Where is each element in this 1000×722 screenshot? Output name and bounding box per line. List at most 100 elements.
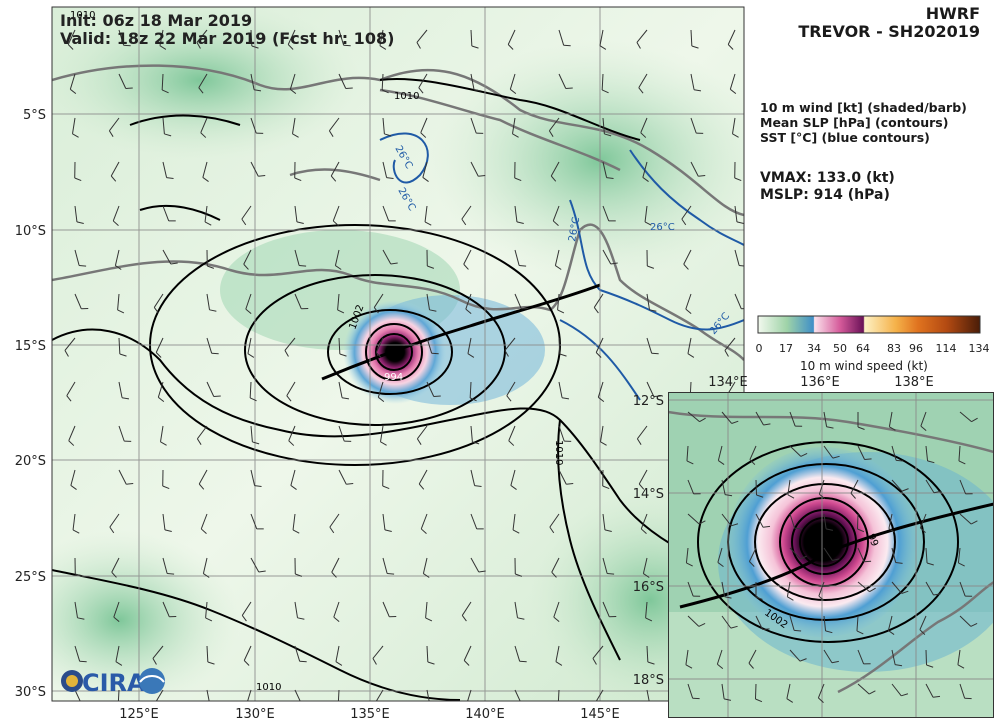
wind-barb [379,45,387,50]
wind-barb [249,397,257,402]
wind-barb [207,661,215,665]
wind-barb [286,381,296,396]
wind-barb [294,689,301,701]
wind-barb [789,649,801,662]
wind-barb [109,513,120,528]
wind-barb [857,426,865,430]
wind-barb [420,528,427,534]
wind-barb [64,337,76,351]
wind-barb [818,581,825,597]
wind-barb [864,458,872,460]
wind-barb [470,469,476,486]
wind-barb [109,526,115,534]
wind-barb [787,479,791,495]
wind-barb [732,133,739,138]
wind-barb [690,73,695,90]
wind-barb [335,265,342,270]
wind-barb [925,547,928,563]
wind-barb [971,417,978,423]
wind-barb [160,441,167,446]
coastlines [52,64,744,361]
wind-barb [558,706,564,709]
wind-barb [284,337,296,351]
wind-barb [857,528,865,533]
wind-barb [115,265,122,270]
wind-barb [200,513,208,530]
storm-name: TREVOR - SH202019 [798,22,980,41]
wind-barb [646,381,655,397]
wind-barb [683,249,692,265]
wind-barb [200,528,207,534]
wind-barb [72,513,76,530]
wind-barb [690,117,697,134]
legend-sst: SST [°C] (blue contours) [760,130,930,145]
wind-barb [210,706,217,707]
wind-barb [687,513,700,525]
wind-barb [888,411,893,427]
wind-barb [819,493,826,500]
wind-barb [461,205,472,220]
colorbar-tick: 34 [807,342,821,355]
wind-barb [382,601,390,617]
wind-barb [330,175,337,182]
wind-barb [919,629,926,635]
wind-barb [152,658,157,665]
wind-barb [959,411,972,423]
wind-barb [200,117,208,133]
wind-barb [290,469,296,486]
wind-barb [346,482,354,485]
wind-barb [250,425,253,442]
wind-barb [378,396,385,402]
wind-barb [118,337,121,355]
wind-barb [205,601,208,618]
wind-barb [653,395,661,397]
wind-barb [857,547,865,562]
wind-barb [162,205,170,222]
wind-barb [422,177,429,182]
wind-barb [166,177,174,180]
colorbar-tick: 17 [779,342,793,355]
lat-label: 20°S [15,454,46,469]
lat-label: 5°S [23,108,46,123]
wind-barb [558,73,567,89]
wind-barb [514,689,521,701]
wind-barb [595,337,604,353]
wind-barb [249,381,252,399]
wind-barb [373,293,384,308]
wind-barb [508,425,516,441]
wind-barb [241,205,252,220]
wind-barb [418,483,425,490]
wind-barb [209,309,217,312]
wind-barb [553,601,560,618]
wind-barb [331,571,337,578]
wind-barb [79,264,87,267]
lat-label: 25°S [15,570,46,585]
wind-barb [636,425,648,440]
legend-slp: Mean SLP [hPa] (contours) [760,115,949,130]
wind-barb [121,397,130,400]
wind-barb [162,249,172,265]
wind-barb [640,117,648,133]
wind-barb [731,420,739,424]
wind-barb [252,441,260,445]
wind-barb [372,658,377,665]
wind-barb [198,469,208,485]
wind-barb [76,221,84,225]
wind-barb [687,411,700,423]
wind-barb [891,649,896,665]
wind-barb [125,87,133,89]
wind-barb [287,29,296,45]
wind-barb [721,615,732,629]
wind-barb [649,309,657,312]
wind-barb [424,205,428,222]
wind-barb [426,381,435,397]
wind-barb [557,293,560,310]
wind-barb [331,557,340,573]
wind-barb [510,88,517,94]
wind-barb [512,133,519,138]
wind-barb [823,547,833,561]
wind-barb [551,571,557,578]
wind-barb [126,482,134,485]
wind-barb [206,337,213,354]
wind-barb [698,174,706,177]
